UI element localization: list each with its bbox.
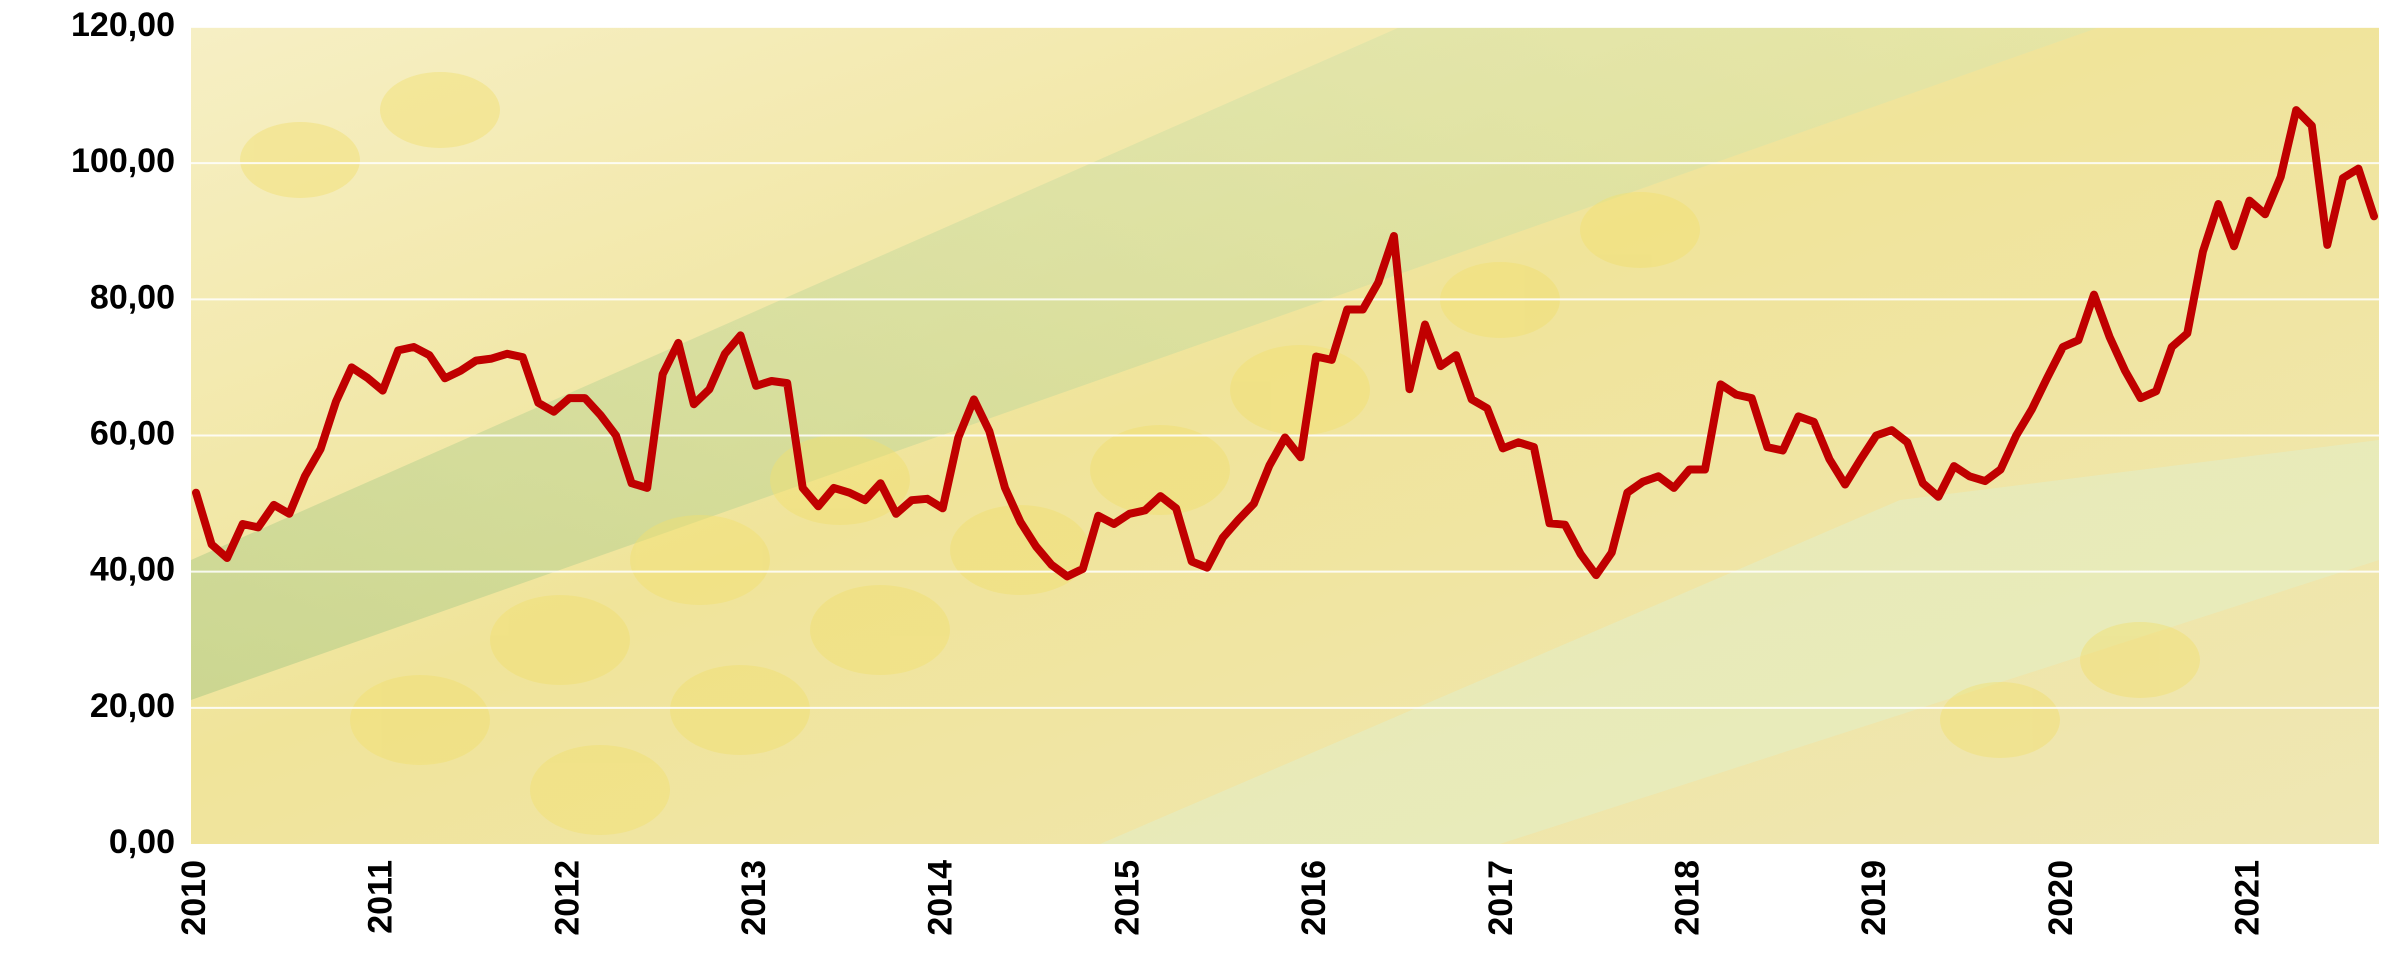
- series: [192, 106, 2378, 581]
- x-tick-label: 2010: [175, 860, 213, 936]
- y-tick-label: 100,00: [71, 142, 175, 180]
- x-tick-label: 2011: [362, 860, 400, 934]
- x-tick-label: 2021: [2229, 860, 2267, 936]
- y-tick-label: 0,00: [109, 823, 175, 861]
- data-line: [192, 106, 2378, 581]
- y-tick-label: 120,00: [71, 6, 175, 44]
- x-tick-label: 2012: [548, 860, 586, 936]
- x-tick-label: 2020: [2042, 860, 2080, 936]
- y-tick-label: 20,00: [90, 687, 175, 725]
- x-tick-label: 2019: [1855, 860, 1893, 936]
- x-tick-label: 2017: [1482, 860, 1520, 936]
- x-tick-label: 2016: [1295, 860, 1333, 936]
- x-tick-label: 2015: [1108, 860, 1146, 936]
- axis-labels: 0,00 20,00 40,00 60,00 80,00 100,00 120,00 2010…: [71, 6, 2267, 936]
- x-tick-label: 2013: [735, 860, 773, 936]
- y-tick-label: 80,00: [90, 278, 175, 316]
- x-tick-label: 2014: [922, 860, 960, 936]
- grid: [191, 26, 2379, 709]
- y-tick-label: 40,00: [90, 551, 175, 589]
- y-tick-label: 60,00: [90, 414, 175, 452]
- x-tick-label: 2018: [1668, 860, 1706, 936]
